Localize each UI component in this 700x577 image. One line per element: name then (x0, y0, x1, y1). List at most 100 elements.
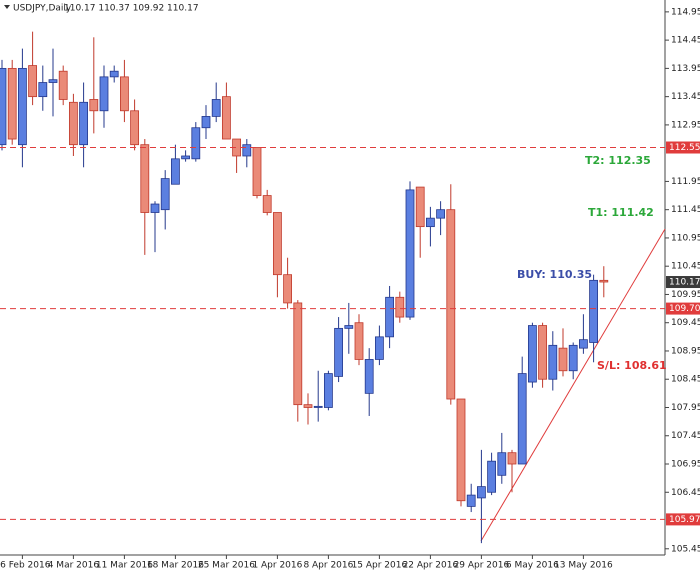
x-tick-label: 22 Apr 2016 (403, 561, 459, 571)
candle-body (242, 144, 252, 157)
candle-body (599, 279, 609, 283)
candle-body (456, 398, 466, 502)
candle-body (0, 67, 7, 146)
candle-body (334, 327, 344, 377)
y-tick-label: 112.95 (671, 120, 700, 130)
candle-body (568, 344, 578, 372)
y-tick-label: 108.95 (671, 346, 700, 356)
candle-body (181, 155, 191, 160)
x-tick-label: 25 Mar 2016 (198, 561, 255, 571)
candle-body (405, 189, 415, 318)
y-tick-label: 114.45 (671, 36, 700, 46)
candle-body (323, 373, 333, 408)
candle-body (517, 373, 527, 465)
y-tick-label: 106.45 (671, 488, 700, 498)
y-tick-label: 111.45 (671, 205, 700, 215)
candle-body (303, 404, 313, 408)
y-tick-label: 110.45 (671, 262, 700, 272)
candle-body (170, 158, 180, 185)
candle-body (221, 96, 231, 140)
last-price-box (666, 276, 700, 289)
y-tick-label: 114.95 (671, 7, 700, 17)
candle-body (120, 76, 129, 112)
candle-body (528, 325, 537, 383)
candle-body (364, 359, 374, 394)
candle-body (150, 203, 160, 213)
candle-body (497, 452, 507, 476)
level-label: 109.70 (669, 304, 700, 314)
candle-body (425, 217, 435, 228)
candle-body (579, 339, 588, 349)
y-tick-label: 111.95 (671, 177, 700, 187)
candle-body (17, 67, 27, 146)
candle-body (140, 144, 150, 213)
candle-body (476, 486, 486, 499)
candle-body (109, 70, 119, 78)
candle-body (262, 195, 272, 213)
candle-body (7, 67, 17, 140)
candle-body (507, 452, 517, 465)
candle-body (28, 65, 38, 98)
y-tick-label: 107.45 (671, 431, 700, 441)
annotation: T2: 112.35 (585, 154, 651, 167)
annotation: T1: 111.42 (588, 206, 654, 219)
candle-body (99, 76, 109, 112)
candle-body (58, 70, 68, 100)
x-tick-label: 26 Feb 2016 (0, 561, 51, 571)
candle-body (293, 302, 303, 406)
annotation: BUY: 110.35 (517, 268, 592, 281)
y-tick-label: 105.45 (671, 544, 700, 554)
candle-body (38, 82, 48, 98)
candle-body (395, 296, 405, 318)
y-tick-label: 108.45 (671, 375, 700, 385)
y-tick-label: 109.95 (671, 290, 700, 300)
symbol-icon (4, 5, 10, 9)
x-tick-label: 1 Apr 2016 (252, 561, 302, 571)
candle-body (191, 127, 201, 160)
level-label-box (666, 141, 700, 154)
y-tick-label: 113.95 (671, 64, 700, 74)
chart-title: USDJPY,Daily (13, 4, 72, 14)
candle-body (89, 99, 99, 112)
candle-body (313, 405, 323, 408)
annotation: S/L: 108.61 (597, 359, 667, 372)
x-tick-label: 15 Apr 2016 (352, 561, 408, 571)
y-tick-label: 107.95 (671, 403, 700, 413)
candle-body (589, 279, 598, 343)
candle-body (415, 186, 425, 228)
x-tick-label: 13 May 2016 (554, 561, 613, 571)
y-tick-label: 106.95 (671, 460, 700, 470)
y-tick-label: 113.45 (671, 92, 700, 102)
candle-body (160, 178, 170, 211)
candle-body (283, 274, 293, 304)
candle-body (354, 322, 364, 360)
candle-body (548, 344, 558, 380)
candle-body (48, 79, 58, 83)
candle-body (252, 147, 262, 196)
x-tick-label: 4 Mar 2016 (48, 561, 100, 571)
candle-body (436, 209, 446, 219)
x-tick-label: 29 Apr 2016 (454, 561, 510, 571)
candle-body (201, 116, 211, 129)
candle-body (466, 494, 476, 507)
candle-body (558, 347, 568, 372)
candle-body (211, 99, 221, 117)
candle-body (272, 212, 282, 276)
candle-body (487, 460, 497, 493)
candle-body (446, 209, 456, 400)
candle-body (538, 325, 547, 380)
x-tick-label: 18 Mar 2016 (147, 561, 204, 571)
level-label-box (666, 302, 700, 315)
header-values: 110.17 110.37 109.92 110.17 (64, 4, 199, 14)
candle-body (69, 101, 78, 146)
level-label: 112.55 (669, 143, 700, 153)
level-label-box (666, 513, 700, 526)
last-price-label: 110.17 (669, 278, 700, 288)
y-tick-label: 110.95 (671, 233, 700, 243)
y-tick-label: 109.45 (671, 318, 700, 328)
level-label: 105.97 (669, 515, 700, 525)
candle-body (385, 296, 395, 338)
candle-body (79, 101, 88, 146)
